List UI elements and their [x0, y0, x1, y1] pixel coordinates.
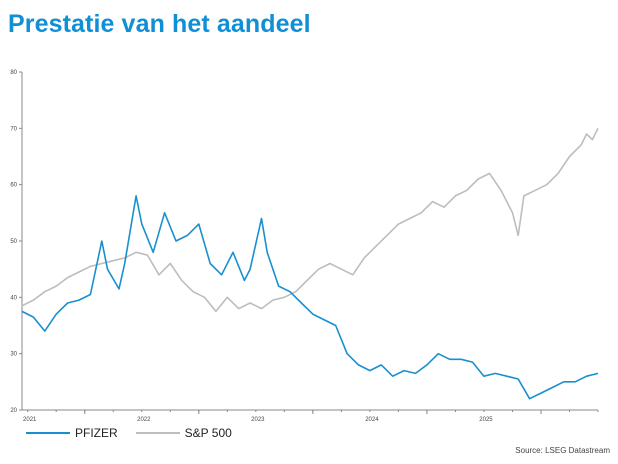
- x-tick-label: 2024: [365, 417, 379, 423]
- y-tick-label: 60: [10, 183, 17, 189]
- chart-series: [21, 127, 599, 400]
- y-tick-label: 70: [10, 126, 17, 132]
- y-tick-label: 80: [10, 70, 17, 76]
- legend-item-pfizer: PFIZER: [26, 426, 118, 440]
- legend-swatch-pfizer: [26, 432, 70, 434]
- x-tick-label: 2023: [251, 417, 265, 423]
- legend-label-pfizer: PFIZER: [75, 426, 118, 440]
- y-tick-label: 50: [10, 239, 17, 245]
- series-line-pfizer: [21, 195, 599, 400]
- y-tick-label: 20: [10, 408, 17, 414]
- legend-swatch-sp500: [135, 432, 180, 434]
- source-note: Source: LSEG Datastream: [515, 446, 610, 455]
- chart-legend: PFIZER S&P 500: [26, 426, 250, 440]
- y-tick-label: 30: [10, 352, 17, 358]
- legend-item-sp500: S&P 500: [135, 426, 232, 440]
- chart-title: Prestatie van het aandeel: [8, 10, 311, 38]
- chart-axes: 20 30 40 50 60 70 80 2021 2022 2023 2024 2025: [10, 70, 599, 423]
- x-tick-label: 2022: [137, 417, 151, 423]
- x-tick-label: 2025: [479, 417, 493, 423]
- y-tick-label: 40: [10, 295, 17, 301]
- legend-label-sp500: S&P 500: [184, 426, 232, 440]
- series-line-sp500: [21, 127, 599, 313]
- x-tick-label: 2021: [23, 417, 37, 423]
